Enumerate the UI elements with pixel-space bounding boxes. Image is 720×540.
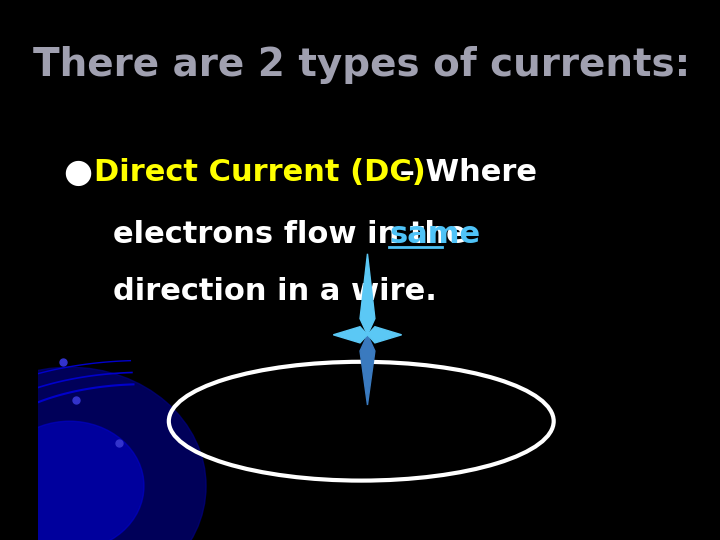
Text: There are 2 types of currents:: There are 2 types of currents: <box>32 46 690 84</box>
Circle shape <box>0 421 144 540</box>
Polygon shape <box>360 254 375 335</box>
Polygon shape <box>360 335 375 405</box>
Text: Direct Current (DC): Direct Current (DC) <box>94 158 426 187</box>
Polygon shape <box>367 327 402 343</box>
Text: direction in a wire.: direction in a wire. <box>113 277 437 306</box>
Text: same: same <box>390 220 480 249</box>
Text: ●: ● <box>63 156 92 190</box>
Text: electrons flow in the: electrons flow in the <box>113 220 477 249</box>
Text: – Where: – Where <box>390 158 537 187</box>
Circle shape <box>0 367 206 540</box>
Polygon shape <box>333 327 367 343</box>
